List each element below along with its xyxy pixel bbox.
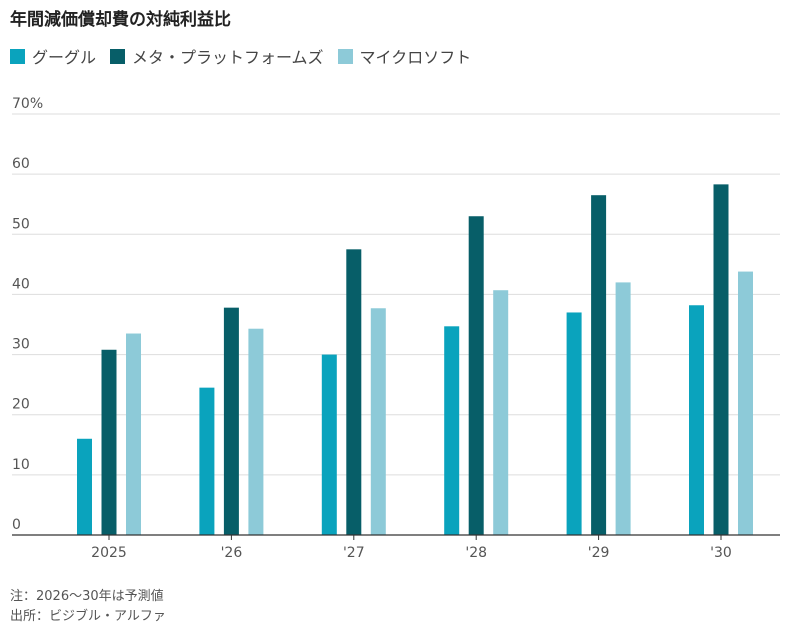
y-tick-label: 0 [12, 517, 21, 533]
x-tick-label: '26 [221, 545, 243, 561]
bar [689, 305, 704, 535]
y-tick-label: 60 [12, 156, 30, 172]
legend-swatch-meta [110, 48, 126, 64]
bar [591, 195, 607, 535]
x-tick-label: '27 [343, 545, 365, 561]
legend-item-google: グーグル [10, 44, 96, 68]
footnote-source: 出所：ビジブル・アルファ [10, 609, 166, 624]
bar [468, 216, 484, 535]
legend-label-meta: メタ・プラットフォームズ [132, 48, 324, 67]
legend-item-microsoft: マイクロソフト [337, 44, 472, 68]
bar [370, 308, 386, 535]
bar [713, 184, 729, 536]
x-tick-label: '29 [588, 545, 610, 561]
x-tick-label: '28 [465, 545, 487, 561]
bar [248, 328, 264, 535]
chart-title: 年間減価償却費の対純利益比 [10, 10, 231, 30]
bar [346, 249, 362, 536]
axes: 0 10 20 30 40 50 60 70% 2025 '26 '27 '28 '29 '30 [12, 96, 780, 561]
x-tick-label: '30 [710, 545, 732, 561]
bar [77, 438, 92, 535]
y-tick-label: 20 [12, 397, 30, 413]
legend-swatch-microsoft [337, 48, 353, 64]
footnote-forecast: 注：2026～30年は予測値 [10, 589, 164, 604]
bars [77, 184, 753, 536]
bar [738, 271, 753, 535]
x-tick-label: 2025 [91, 545, 127, 561]
bar [126, 333, 141, 535]
bar [444, 326, 460, 535]
bar [566, 312, 582, 535]
legend-item-meta: メタ・プラットフォームズ [110, 44, 324, 68]
legend-label-google: グーグル [32, 48, 97, 67]
bar [615, 282, 631, 535]
bar [493, 290, 509, 535]
chart-legend: グーグル メタ・プラットフォームズ マイクロソフト [10, 44, 485, 68]
y-tick-label: 10 [12, 457, 30, 473]
bar [223, 307, 239, 535]
bar [101, 349, 117, 535]
bar [321, 354, 337, 535]
y-tick-label: 30 [12, 337, 30, 353]
legend-label-microsoft: マイクロソフト [359, 48, 472, 67]
y-tick-label: 50 [12, 216, 30, 232]
y-tick-label: 70% [12, 96, 43, 112]
y-tick-label: 40 [12, 276, 30, 292]
legend-swatch-google [10, 48, 25, 64]
bar [199, 387, 215, 535]
